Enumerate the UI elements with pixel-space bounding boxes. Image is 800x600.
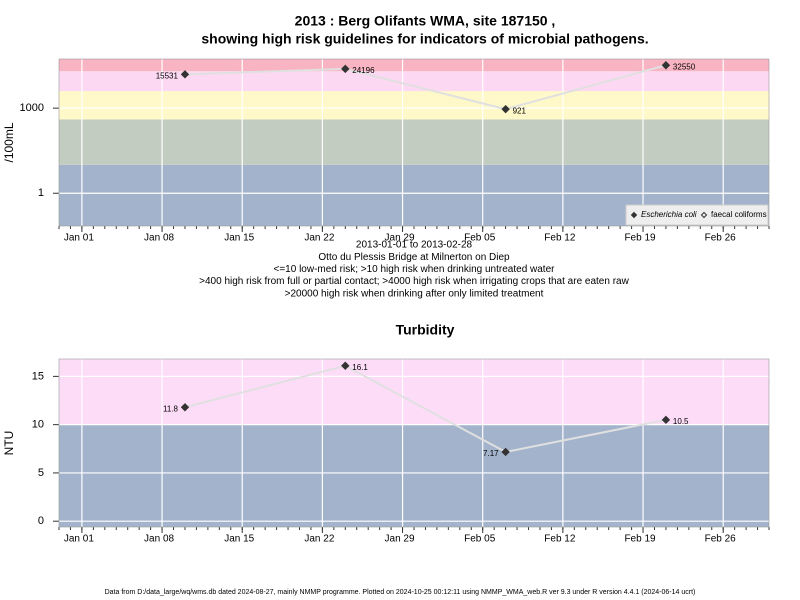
risk-band — [59, 424, 769, 527]
legend-label: faecal coliforms — [711, 210, 767, 219]
note: Otto du Plessis Bridge at Milnerton on D… — [318, 252, 510, 263]
data-label: 24196 — [352, 66, 375, 75]
x-tick-label: Jan 01 — [64, 534, 94, 545]
data-label: 10.5 — [673, 417, 689, 426]
data-point — [661, 61, 671, 70]
x-tick-label: Jan 08 — [144, 534, 174, 545]
legend: Escherichia coli faecal coliforms — [625, 204, 769, 226]
x-tick-label: Jan 29 — [385, 233, 415, 244]
y-tick-label: 5 — [38, 467, 44, 479]
legend-box — [625, 204, 769, 226]
x-tick-label: Jan 22 — [304, 534, 334, 545]
series-line — [184, 64, 667, 111]
plot-frame — [58, 58, 770, 227]
data-point — [501, 447, 510, 457]
note: >20000 high risk when drinking after onl… — [285, 288, 544, 299]
y-tick-label: 1 — [38, 187, 44, 199]
data-point — [180, 70, 190, 79]
y-tick-label: 1000 — [20, 102, 44, 114]
legend-label: Escherichia coli — [641, 210, 697, 219]
risk-band — [59, 119, 769, 165]
y-axis-label: /100mL — [2, 122, 16, 162]
footer: Data from D:/data_large/wq/wms.db dated … — [105, 589, 696, 596]
note: >400 high risk from full or partial cont… — [199, 276, 629, 287]
x-tick-label: Jan 29 — [385, 534, 415, 545]
x-tick-label: Feb 05 — [464, 534, 496, 545]
data-point — [341, 64, 350, 74]
legend-marker — [700, 211, 708, 219]
x-tick-label: Feb 26 — [705, 534, 737, 545]
x-tick-label: Feb 12 — [544, 233, 576, 244]
x-tick-label: Feb 26 — [705, 233, 737, 244]
chart-title: 2013 : Berg Olifants WMA, site 187150 , — [295, 13, 556, 29]
data-label: 11.8 — [163, 404, 179, 413]
data-label: 7.17 — [483, 449, 499, 458]
y-tick-label: 0 — [38, 515, 44, 527]
plot-frame — [58, 358, 770, 528]
note: 2013-01-01 to 2013-02-28 — [356, 240, 473, 251]
risk-band — [59, 91, 769, 120]
x-tick-label: Feb 19 — [624, 233, 656, 244]
x-tick-label: Jan 15 — [224, 534, 254, 545]
data-point — [180, 403, 190, 412]
legend-marker — [630, 211, 638, 219]
chart-title: showing high risk guidelines for indicat… — [201, 31, 648, 47]
x-tick-label: Feb 12 — [544, 534, 576, 545]
y-tick-label: 15 — [32, 370, 44, 382]
data-point — [341, 361, 350, 370]
x-tick-label: Jan 08 — [144, 233, 174, 244]
y-tick-label: 10 — [32, 419, 44, 431]
data-point — [661, 415, 671, 425]
x-tick-label: Feb 05 — [464, 233, 496, 244]
note: <=10 low-med risk; >10 high risk when dr… — [274, 264, 556, 275]
series-line — [184, 364, 667, 454]
y-axis-label: NTU — [2, 431, 16, 456]
data-label: 32550 — [673, 62, 696, 71]
data-label: 15531 — [156, 71, 179, 80]
x-tick-label: Jan 01 — [64, 233, 94, 244]
x-tick-label: Jan 15 — [224, 233, 254, 244]
data-point — [501, 104, 510, 114]
risk-band — [59, 59, 769, 72]
x-tick-label: Jan 22 — [304, 233, 334, 244]
chart-title: Turbidity — [396, 322, 455, 338]
risk-band — [59, 359, 769, 425]
x-tick-label: Feb 19 — [624, 534, 656, 545]
data-label: 921 — [513, 106, 527, 115]
data-label: 16.1 — [352, 363, 368, 372]
